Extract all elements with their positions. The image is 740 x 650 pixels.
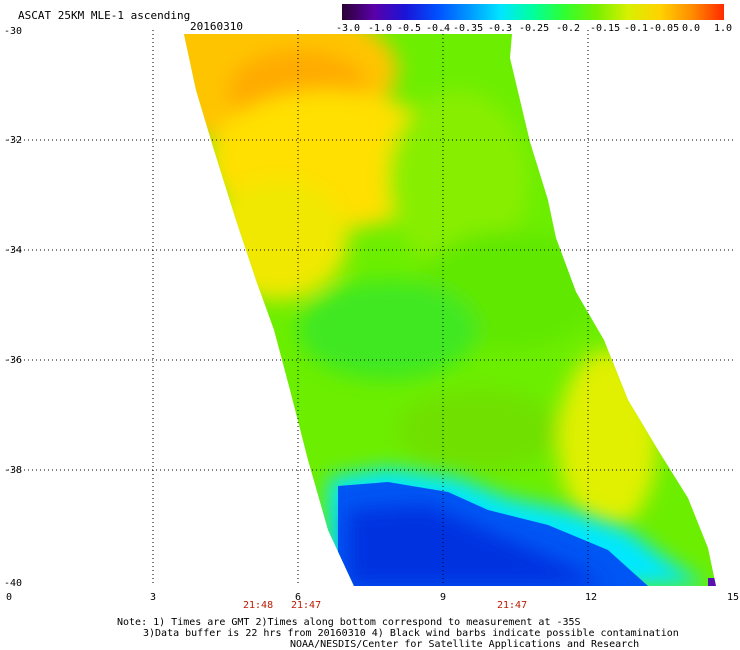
lon-label: 15 (727, 592, 740, 603)
lon-label: 0 (6, 592, 13, 603)
colorbar-label: -0.15 (590, 23, 621, 34)
lat-label: -30 (4, 26, 23, 37)
colorbar-gradient (342, 4, 724, 20)
colorbar-label: 1.0 (714, 23, 733, 34)
lon-label: 6 (295, 592, 302, 603)
colorbar-label: -0.4 (426, 23, 451, 34)
lat-lon-grid (8, 30, 736, 586)
lat-label: -38 (4, 465, 23, 476)
wind-swath (184, 34, 716, 586)
colorbar-label: -0.25 (519, 23, 550, 34)
colorbar-label: -0.5 (397, 23, 422, 34)
lat-label: -40 (4, 578, 23, 589)
colorbar-labels: -3.0 -1.0 -0.5 -0.4 -0.35 -0.3 -0.25 -0.… (330, 24, 740, 36)
colorbar-label: -3.0 (336, 23, 361, 34)
map-title: ASCAT 25KM MLE-1 ascending (18, 9, 191, 22)
lon-label: 3 (150, 592, 157, 603)
scatterometer-map (8, 30, 736, 586)
lat-label: -32 (4, 135, 23, 146)
time-label: 21:48 (243, 600, 274, 611)
colorbar (342, 4, 724, 20)
note-line: NOAA/NESDIS/Center for Satellite Applica… (290, 639, 640, 650)
time-label: 21:47 (497, 600, 528, 611)
lat-label: -34 (4, 245, 23, 256)
colorbar-label: -0.05 (649, 23, 680, 34)
colorbar-label: -0.3 (488, 23, 513, 34)
time-label: 21:47 (291, 600, 322, 611)
note-line: Note: 1) Times are GMT 2)Times along bot… (117, 617, 581, 628)
lon-label: 12 (585, 592, 598, 603)
colorbar-label: -0.35 (453, 23, 484, 34)
colorbar-label: -1.0 (368, 23, 393, 34)
map-date: 20160310 (190, 20, 243, 33)
colorbar-label: -0.1 (624, 23, 649, 34)
note-line: 3)Data buffer is 22 hrs from 20160310 4)… (143, 628, 679, 639)
lon-label: 9 (440, 592, 447, 603)
colorbar-label: -0.2 (556, 23, 581, 34)
lat-label: -36 (4, 355, 23, 366)
colorbar-label: 0.0 (682, 23, 701, 34)
